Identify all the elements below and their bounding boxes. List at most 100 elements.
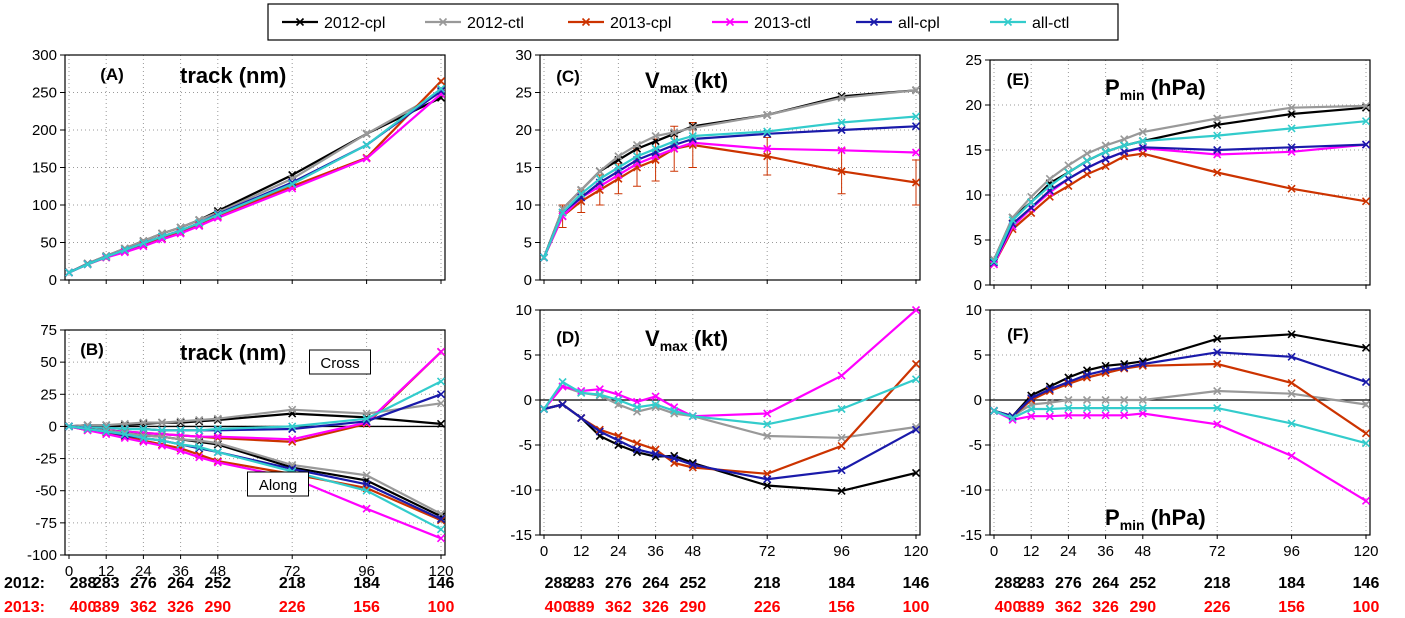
annotation-label: Cross	[320, 355, 359, 372]
data-point	[1287, 184, 1296, 193]
data-point	[195, 436, 204, 445]
data-point	[1361, 197, 1371, 206]
data-point	[1361, 400, 1371, 409]
data-point	[595, 174, 604, 183]
data-point	[362, 154, 371, 163]
panel-b: -100 -75 -50 -25 0 25 50 75 0 12 24 36 48 72 96 120 (B) t…	[27, 322, 454, 580]
data-point	[64, 268, 74, 277]
data-point	[632, 403, 642, 412]
legend-item: 2012-ctl	[425, 15, 524, 32]
data-point	[911, 112, 921, 121]
y-tick-label: 250	[32, 85, 57, 102]
data-point	[1361, 439, 1371, 448]
legend-marker	[581, 17, 591, 27]
data-point	[911, 122, 921, 131]
data-point	[1287, 419, 1296, 428]
count-2013: 362	[605, 599, 632, 616]
data-point	[837, 371, 846, 380]
data-point	[1213, 168, 1222, 177]
panel-title: Vmax (kt)	[645, 326, 728, 354]
legend-item: 2013-ctl	[712, 15, 811, 32]
y-tick-label: 0	[49, 418, 57, 435]
data-point	[911, 375, 921, 384]
data-point	[195, 426, 204, 435]
count-2012: 264	[1092, 575, 1119, 592]
data-point	[1287, 389, 1296, 398]
series-line	[993, 409, 1367, 502]
count-2012: 264	[642, 575, 669, 592]
series-line	[68, 87, 442, 274]
data-point	[763, 110, 772, 120]
data-point	[1120, 147, 1129, 156]
y-tick-label: 10	[965, 187, 982, 204]
legend-marker	[295, 17, 305, 27]
data-point	[837, 167, 846, 176]
data-point	[362, 504, 371, 513]
plot-frame	[989, 59, 1371, 286]
data-point	[670, 128, 679, 137]
count-2012: 146	[1353, 575, 1380, 592]
y-tick-label: 25	[965, 52, 982, 69]
data-point	[670, 454, 679, 463]
data-point	[595, 167, 604, 176]
data-point	[1287, 124, 1296, 133]
data-point	[1008, 216, 1017, 225]
x-tick-label: 48	[209, 563, 226, 580]
data-point	[539, 253, 549, 262]
data-point	[436, 525, 446, 534]
data-point	[1138, 143, 1147, 152]
data-point	[1287, 352, 1296, 361]
data-point	[1101, 141, 1110, 150]
y-tick-label: 150	[32, 160, 57, 177]
data-point	[1045, 412, 1054, 421]
data-point	[1101, 411, 1110, 420]
x-tick-label: 48	[1134, 543, 1151, 560]
series-line	[543, 403, 917, 493]
data-point	[436, 390, 446, 399]
data-point	[1361, 496, 1371, 505]
data-point	[1213, 131, 1222, 140]
data-point	[102, 252, 111, 261]
panel-label: (F)	[1007, 325, 1029, 344]
series-line	[68, 91, 442, 274]
data-point	[288, 179, 297, 189]
y-tick-label: 30	[515, 47, 532, 64]
data-point	[1008, 412, 1017, 421]
count-2012: 276	[130, 575, 157, 592]
data-point	[651, 144, 660, 153]
annotation-box	[309, 349, 371, 375]
data-point	[911, 305, 921, 315]
x-tick-label: 24	[135, 563, 152, 580]
data-point	[176, 417, 185, 426]
y-tick-label: -75	[35, 515, 57, 532]
y-tick-label: -5	[519, 437, 532, 454]
data-point	[837, 125, 846, 135]
panel-label: (D)	[556, 328, 580, 347]
data-point	[1361, 117, 1371, 126]
data-point	[1101, 162, 1110, 171]
y-tick-label: 15	[515, 160, 532, 177]
y-tick-label: -5	[969, 437, 982, 454]
data-point	[1045, 404, 1054, 414]
data-point	[763, 431, 772, 441]
legend-marker	[438, 17, 448, 27]
data-point	[595, 390, 604, 399]
y-tick-label: 0	[49, 272, 57, 289]
data-point	[362, 486, 371, 495]
plot-frame	[539, 309, 921, 536]
y-tick-label: 300	[32, 47, 57, 64]
data-point	[1045, 181, 1054, 191]
y-tick-label: 50	[40, 354, 57, 371]
data-point	[1120, 395, 1129, 405]
data-point	[139, 418, 148, 427]
annotation-box	[247, 471, 309, 497]
data-point	[1008, 413, 1017, 423]
count-2012: 283	[568, 575, 595, 592]
panel-title: track (nm)	[180, 63, 286, 88]
y-tick-label: 5	[974, 232, 982, 249]
data-point	[1120, 411, 1129, 420]
y-tick-label: 25	[515, 85, 532, 102]
data-point	[1213, 145, 1222, 155]
data-point	[1361, 140, 1371, 149]
